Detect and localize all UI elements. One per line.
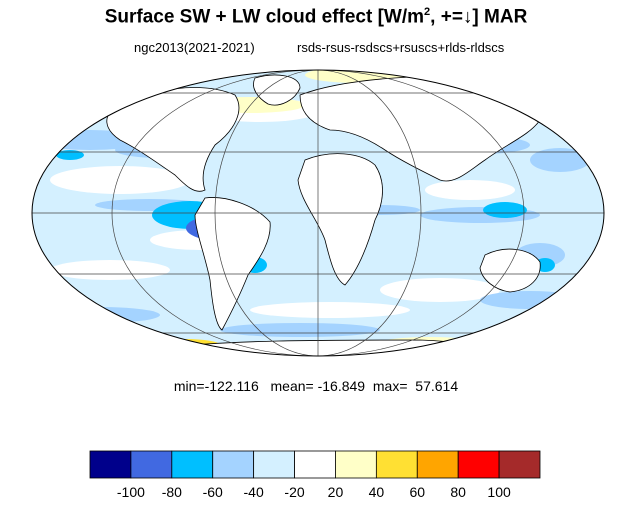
colorbar-swatch xyxy=(212,450,255,479)
colorbar-label: -60 xyxy=(203,484,223,500)
greenland xyxy=(253,74,301,106)
mean-value: -16.849 xyxy=(317,378,366,394)
colorbar-swatch xyxy=(253,450,295,479)
colorbar-label: -100 xyxy=(117,484,145,500)
max-label: max= xyxy=(372,378,408,394)
africa xyxy=(297,153,383,286)
colorbar-label: -20 xyxy=(284,484,304,500)
colorbar-swatch xyxy=(457,450,500,479)
south-america xyxy=(194,197,271,331)
max-value: 57.614 xyxy=(415,378,459,394)
colorbar-label: 80 xyxy=(450,484,466,500)
colorbar-label: -80 xyxy=(162,484,182,500)
colorbar-label: 20 xyxy=(328,484,344,500)
colorbar-swatch xyxy=(498,450,541,479)
mean-label: mean= xyxy=(270,378,314,394)
colorbar-label: -40 xyxy=(244,484,264,500)
min-label: min= xyxy=(173,378,205,394)
colorbar-label: 60 xyxy=(409,484,425,500)
colorbar-swatch xyxy=(130,450,173,479)
colorbar-swatch xyxy=(89,450,132,479)
north-america xyxy=(106,87,240,192)
australia xyxy=(479,248,541,293)
min-value: -122.116 xyxy=(204,378,259,394)
formula-subtitle: rsds-rsus-rsdscs+rsuscs+rlds-rldscs xyxy=(297,40,505,55)
colorbar-swatch xyxy=(171,450,214,479)
plot-title: Surface SW + LW cloud effect [W/m2, +=↓]… xyxy=(104,6,528,28)
colorbar-swatch xyxy=(294,450,336,479)
colorbar-label: 40 xyxy=(369,484,385,500)
colorbar-label: 100 xyxy=(487,484,511,500)
model-period-subtitle: ngc2013(2021-2021) xyxy=(134,40,255,55)
colorbar: -100 -80 -60 -40 -20 20 40 60 80 100 xyxy=(89,450,541,500)
field-statistics: min=-122.116 mean= -16.849 max= 57.614 xyxy=(0,378,632,394)
colorbar-swatch xyxy=(416,450,459,479)
antarctica xyxy=(119,339,521,356)
colorbar-swatch xyxy=(375,450,418,479)
map-outline xyxy=(31,69,605,357)
longitude-lines xyxy=(111,70,525,356)
colorbar-swatch xyxy=(335,450,377,479)
